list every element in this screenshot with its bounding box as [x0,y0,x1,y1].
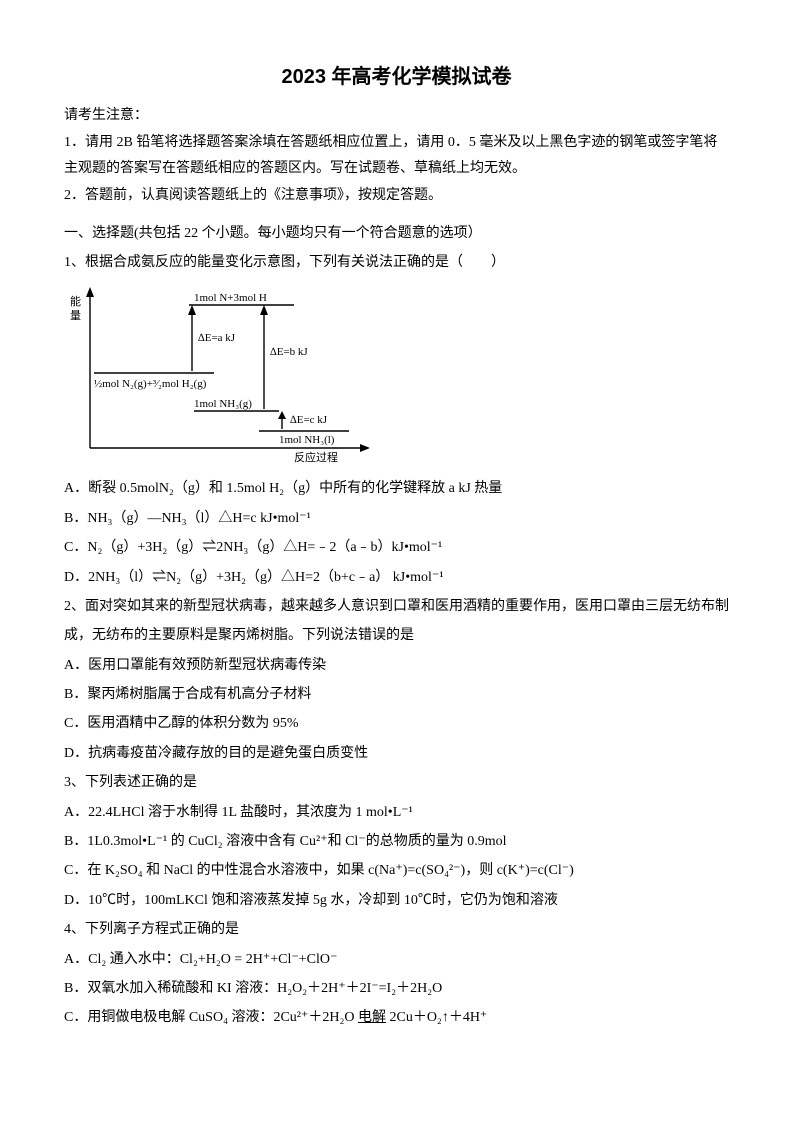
exam-page: 2023 年高考化学模拟试卷 请考生注意： 1．请用 2B 铅笔将选择题答案涂填… [0,0,793,1122]
q3-option-a: A．22.4LHCl 溶于水制得 1L 盐酸时，其浓度为 1 mol•L⁻¹ [64,798,729,827]
q4c-pre: C．用铜做电极电解 CuSO₄ 溶液：2Cu²⁺＋2H₂O [64,1010,358,1025]
level-top-label: 1mol N+3mol H [194,292,267,304]
x-axis-label: 反应过程 [294,450,338,463]
level-mid-label: ½mol N₂(g)+³⁄₂mol H₂(g) [94,378,207,390]
delta-e-a: ∆E=a kJ [198,332,236,344]
level-nh3g-label: 1mol NH₃(g) [194,398,252,410]
q3-option-b: B．1L0.3mol•L⁻¹ 的 CuCl₂ 溶液中含有 Cu²⁺和 Cl⁻的总… [64,827,729,856]
instruction-1: 1．请用 2B 铅笔将选择题答案涂填在答题纸相应位置上，请用 0．5 毫米及以上… [64,130,729,183]
q3-stem: 3、下列表述正确的是 [64,768,729,797]
q2-option-c: C．医用酒精中乙醇的体积分数为 95% [64,709,729,738]
q4-option-c: C．用铜做电极电解 CuSO₄ 溶液：2Cu²⁺＋2H₂O 电解 2Cu＋O₂↑… [64,1003,729,1032]
q4c-elec: 电解 [358,1010,386,1025]
section-1-header: 一、选择题(共包括 22 个小题。每小题均只有一个符合题意的选项） [64,221,729,248]
instruction-2: 2．答题前，认真阅读答题纸上的《注意事项》，按规定答题。 [64,183,729,210]
svg-text:量: 量 [70,309,81,322]
q2-option-a: A．医用口罩能有效预防新型冠状病毒传染 [64,651,729,680]
energy-diagram: 能 量 反应过程 1mol N+3mol H ½mol N₂(g)+³⁄₂mol… [64,283,384,463]
y-axis-label: 能 [70,294,81,308]
instructions-header: 请考生注意： [64,103,729,130]
q1-option-d: D．2NH₃（l）⇌N₂（g）+3H₂（g）△H=2（b+c﹣a） kJ•mol… [64,563,729,592]
q3-option-c: C．在 K₂SO₄ 和 NaCl 的中性混合水溶液中，如果 c(Na⁺)=c(S… [64,856,729,885]
q2-stem: 2、面对突如其来的新型冠状病毒，越来越多人意识到口罩和医用酒精的重要作用，医用口… [64,592,729,651]
q1-option-c: C．N₂（g）+3H₂（g）⇌2NH₃（g）△H=﹣2（a﹣b）kJ•mol⁻¹ [64,533,729,562]
q1-option-a: A．断裂 0.5molN₂（g）和 1.5mol H₂（g）中所有的化学键释放 … [64,474,729,503]
q1-stem: 1、根据合成氨反应的能量变化示意图，下列有关说法正确的是（ ） [64,248,729,277]
q1-option-b: B．NH₃（g）—NH₃（l）△H=c kJ•mol⁻¹ [64,504,729,533]
delta-e-c: ∆E=c kJ [290,414,328,426]
q3-option-d: D．10℃时，100mLKCl 饱和溶液蒸发掉 5g 水，冷却到 10℃时，它仍… [64,886,729,915]
q4-option-a: A．Cl₂ 通入水中：Cl₂+H₂O = 2H⁺+Cl⁻+ClO⁻ [64,945,729,974]
page-title: 2023 年高考化学模拟试卷 [64,60,729,89]
q4-option-b: B．双氧水加入稀硫酸和 KI 溶液：H₂O₂＋2H⁺＋2I⁻=I₂＋2H₂O [64,974,729,1003]
q2-option-d: D．抗病毒疫苗冷藏存放的目的是避免蛋白质变性 [64,739,729,768]
q2-option-b: B．聚丙烯树脂属于合成有机高分子材料 [64,680,729,709]
q4-stem: 4、下列离子方程式正确的是 [64,915,729,944]
delta-e-b: ∆E=b kJ [270,346,308,358]
q4c-post: 2Cu＋O₂↑＋4H⁺ [386,1010,487,1025]
level-nh3l-label: 1mol NH₃(l) [279,434,335,446]
